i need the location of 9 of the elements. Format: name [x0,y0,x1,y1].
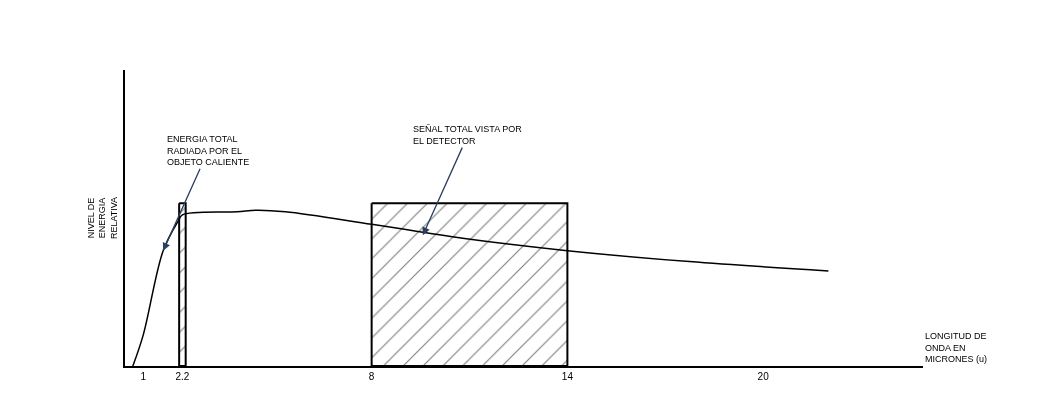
x-axis-title: LONGITUD DE ONDA EN MICRONES (u) [925,331,988,365]
annotation: ENERGIA TOTAL RADIADA POR EL OBJETO CALIENTE [167,134,250,168]
x-tick-label: 2.2 [175,370,190,382]
annotation: SEÑAL TOTAL VISTA POR EL DETECTOR [413,124,523,146]
x-tick-label: 1 [140,370,147,382]
y-axis-title: NIVEL DE ENERGIA RELATIVA [85,196,120,240]
x-tick-label: 14 [561,370,574,382]
x-tick-label: 8 [368,370,375,382]
x-tick-label: 20 [757,370,770,382]
